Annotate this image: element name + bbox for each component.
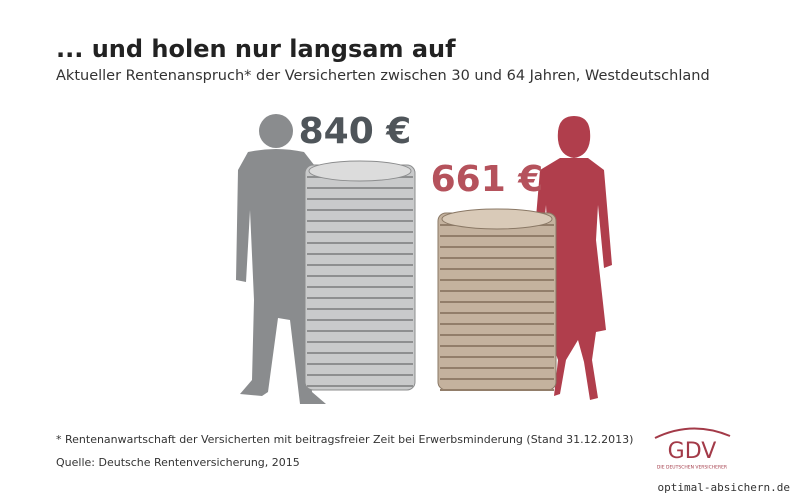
coin-top: [441, 208, 553, 230]
chart-title: ... und holen nur langsam auf: [56, 35, 456, 63]
head: [259, 114, 293, 148]
man-silhouette: [236, 114, 326, 404]
source: Quelle: Deutsche Rentenversicherung, 201…: [56, 456, 300, 469]
watermark: optimal-absichern.de: [658, 481, 790, 494]
chart-subtitle: Aktueller Rentenanspruch* der Versichert…: [56, 68, 710, 84]
logo: GDV DIE DEUTSCHEN VERSICHERER: [654, 427, 731, 471]
coin-top: [308, 160, 412, 182]
coin-stack: [437, 208, 557, 391]
value-label: 661 €: [431, 159, 544, 200]
coin-stack: [304, 160, 416, 391]
body: [236, 149, 326, 404]
logo-arc: [654, 427, 731, 439]
logo-name: GDV: [668, 439, 717, 464]
hair: [557, 116, 591, 158]
value-label: 840 €: [299, 111, 412, 152]
logo-tagline: DIE DEUTSCHEN VERSICHERER: [657, 465, 727, 471]
footnote: * Rentenanwartschaft der Versicherten mi…: [56, 433, 633, 446]
